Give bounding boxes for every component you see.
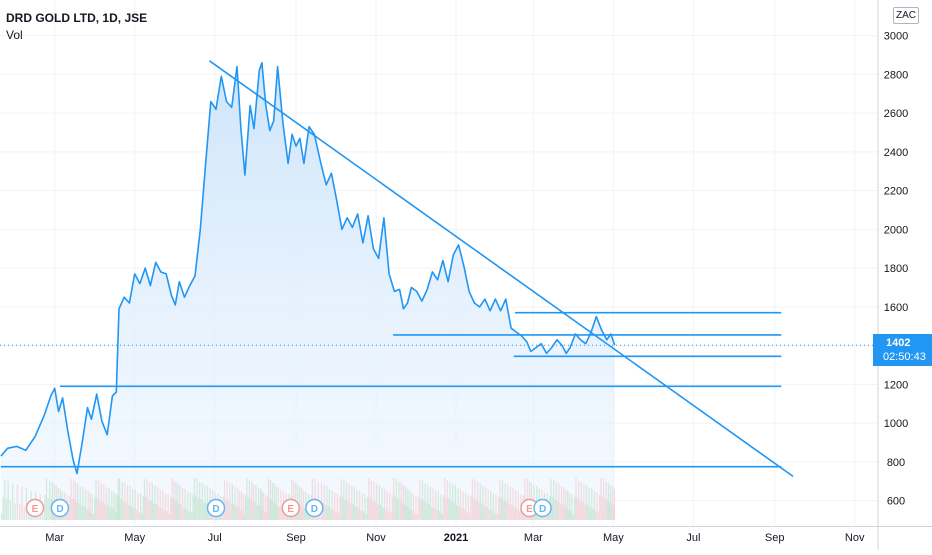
x-tick-label: Nov <box>845 532 865 544</box>
y-tick-label: 1000 <box>884 418 908 430</box>
earnings-marker <box>281 498 301 518</box>
last-price-tag: 1402 02:50:43 <box>873 334 932 366</box>
x-tick-label: Sep <box>286 532 306 544</box>
event-marker-label: D <box>311 504 318 515</box>
event-marker-label: E <box>287 504 294 515</box>
event-marker-label: D <box>212 504 219 515</box>
y-tick-label: 600 <box>887 496 905 508</box>
y-tick-label: 800 <box>887 457 905 469</box>
x-tick-label: Mar <box>45 532 64 544</box>
y-tick-label: 1600 <box>884 302 908 314</box>
y-tick-label: 1200 <box>884 379 908 391</box>
volume-indicator-label[interactable]: Vol <box>6 28 23 42</box>
bar-countdown: 02:50:43 <box>883 351 926 363</box>
dividend-marker <box>50 498 70 518</box>
event-marker-label: D <box>539 504 546 515</box>
y-tick-label: 2000 <box>884 224 908 236</box>
currency-badge[interactable]: ZAC <box>893 7 919 24</box>
x-tick-label: 2021 <box>444 532 468 544</box>
dividend-marker <box>533 498 552 518</box>
y-tick-label: 2600 <box>884 108 908 120</box>
x-tick-label: Jul <box>686 532 700 544</box>
event-marker-label: E <box>32 504 39 515</box>
y-tick-label: 2400 <box>884 147 908 159</box>
event-marker-label: E <box>526 504 533 515</box>
x-tick-label: May <box>603 532 624 544</box>
event-marker-label: D <box>56 504 63 515</box>
y-tick-label: 1800 <box>884 263 908 275</box>
y-tick-label: 2800 <box>884 69 908 81</box>
y-tick-label: 2200 <box>884 186 908 198</box>
x-tick-label: Nov <box>366 532 386 544</box>
x-tick-label: Mar <box>524 532 543 544</box>
x-tick-label: May <box>124 532 145 544</box>
y-tick-label: 3000 <box>884 31 908 43</box>
dividend-marker <box>206 498 226 518</box>
trend-line <box>208 60 794 478</box>
x-tick-label: Sep <box>765 532 785 544</box>
price-line <box>0 62 616 475</box>
dividend-marker <box>305 498 324 518</box>
last-price-value: 1402 <box>886 337 911 349</box>
price-area-fill <box>0 62 615 521</box>
symbol-title[interactable]: DRD GOLD LTD, 1D, JSE <box>6 11 148 25</box>
x-tick-label: Jul <box>208 532 222 544</box>
earnings-marker <box>25 498 45 518</box>
chart-legend: DRD GOLD LTD, 1D, JSE Vol <box>6 10 147 44</box>
